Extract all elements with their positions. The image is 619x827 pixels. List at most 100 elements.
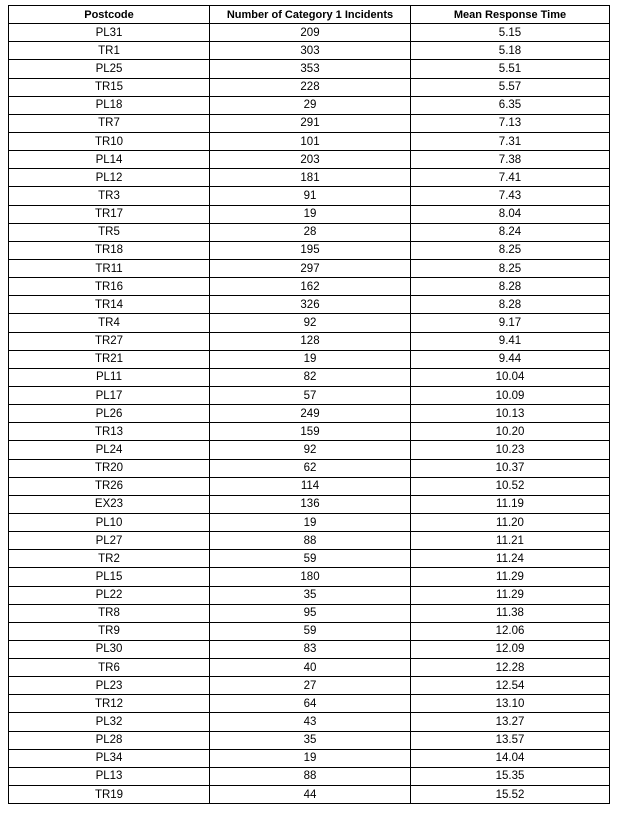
cell-mean-response-time: 6.35 (410, 95, 610, 115)
header-row: Postcode Number of Category 1 Incidents … (8, 4, 610, 25)
table-row: TR9 59 12.06 (8, 621, 610, 641)
cell-incidents: 195 (209, 240, 411, 260)
cell-postcode: PL22 (8, 585, 210, 605)
cell-incidents: 209 (209, 23, 411, 43)
cell-postcode: TR21 (8, 349, 210, 369)
cell-postcode: TR2 (8, 549, 210, 569)
cell-mean-response-time: 5.18 (410, 41, 610, 61)
cell-postcode: PL23 (8, 676, 210, 696)
cell-mean-response-time: 13.10 (410, 694, 610, 714)
cell-postcode: PL30 (8, 639, 210, 660)
table-row: PL12 181 7.41 (8, 168, 610, 188)
cell-postcode: TR4 (8, 313, 210, 333)
cell-incidents: 181 (209, 168, 411, 188)
cell-mean-response-time: 8.28 (410, 277, 610, 297)
cell-postcode: PL32 (8, 712, 210, 732)
cell-incidents: 88 (209, 531, 411, 551)
cell-incidents: 19 (209, 748, 411, 768)
cell-mean-response-time: 10.37 (410, 458, 610, 478)
cell-postcode: PL25 (8, 59, 210, 79)
cell-incidents: 44 (209, 785, 411, 805)
table-row: PL13 88 15.35 (8, 766, 610, 787)
cell-mean-response-time: 9.44 (410, 349, 610, 369)
cell-postcode: PL24 (8, 440, 210, 460)
cell-incidents: 203 (209, 150, 411, 170)
cell-mean-response-time: 10.09 (410, 385, 610, 406)
table-row: PL17 57 10.09 (8, 385, 610, 406)
cell-postcode: PL13 (8, 766, 210, 787)
header-postcode: Postcode (8, 4, 210, 25)
cell-mean-response-time: 12.06 (410, 621, 610, 641)
cell-mean-response-time: 7.41 (410, 168, 610, 188)
table-row: TR5 28 8.24 (8, 222, 610, 242)
cell-postcode: TR19 (8, 785, 210, 805)
cell-mean-response-time: 8.24 (410, 222, 610, 242)
cell-incidents: 92 (209, 440, 411, 460)
header-incidents: Number of Category 1 Incidents (209, 4, 411, 25)
cell-incidents: 297 (209, 258, 411, 279)
cell-mean-response-time: 14.04 (410, 748, 610, 768)
table-row: PL18 29 6.35 (8, 95, 610, 115)
table-row: TR13 159 10.20 (8, 422, 610, 442)
cell-mean-response-time: 8.28 (410, 295, 610, 315)
cell-mean-response-time: 8.04 (410, 204, 610, 224)
table-row: TR8 95 11.38 (8, 603, 610, 623)
cell-incidents: 82 (209, 367, 411, 387)
table-row: TR26 114 10.52 (8, 476, 610, 496)
table-row: PL32 43 13.27 (8, 712, 610, 732)
cell-mean-response-time: 15.35 (410, 766, 610, 787)
cell-mean-response-time: 9.17 (410, 313, 610, 333)
table-row: PL31 209 5.15 (8, 23, 610, 43)
cell-postcode: PL18 (8, 95, 210, 115)
cell-incidents: 29 (209, 95, 411, 115)
cell-incidents: 180 (209, 567, 411, 587)
header-mean-response-time: Mean Response Time (410, 4, 610, 25)
cell-postcode: TR7 (8, 113, 210, 133)
cell-incidents: 303 (209, 41, 411, 61)
cell-mean-response-time: 9.41 (410, 331, 610, 351)
cell-postcode: TR1 (8, 41, 210, 61)
cell-postcode: TR10 (8, 131, 210, 152)
cell-mean-response-time: 10.52 (410, 476, 610, 496)
cell-incidents: 40 (209, 658, 411, 678)
cell-mean-response-time: 7.13 (410, 113, 610, 133)
table-row: PL11 82 10.04 (8, 367, 610, 387)
cell-postcode: TR3 (8, 186, 210, 206)
cell-mean-response-time: 11.21 (410, 531, 610, 551)
table-row: PL14 203 7.38 (8, 150, 610, 170)
table-row: TR27 128 9.41 (8, 331, 610, 351)
cell-postcode: TR16 (8, 277, 210, 297)
table-row: PL25 353 5.51 (8, 59, 610, 79)
cell-incidents: 19 (209, 512, 411, 533)
cell-mean-response-time: 10.23 (410, 440, 610, 460)
table-row: TR10 101 7.31 (8, 131, 610, 152)
cell-mean-response-time: 10.04 (410, 367, 610, 387)
cell-incidents: 291 (209, 113, 411, 133)
cell-mean-response-time: 7.31 (410, 131, 610, 152)
cell-postcode: EX23 (8, 494, 210, 514)
cell-incidents: 59 (209, 621, 411, 641)
cell-incidents: 326 (209, 295, 411, 315)
table-row: TR21 19 9.44 (8, 349, 610, 369)
table-row: TR3 91 7.43 (8, 186, 610, 206)
cell-mean-response-time: 11.29 (410, 567, 610, 587)
cell-mean-response-time: 12.09 (410, 639, 610, 660)
cell-postcode: TR8 (8, 603, 210, 623)
cell-incidents: 59 (209, 549, 411, 569)
cell-incidents: 101 (209, 131, 411, 152)
table-row: PL34 19 14.04 (8, 748, 610, 768)
cell-postcode: PL27 (8, 531, 210, 551)
cell-mean-response-time: 7.43 (410, 186, 610, 206)
cell-incidents: 128 (209, 331, 411, 351)
cell-incidents: 64 (209, 694, 411, 714)
table-row: EX23 136 11.19 (8, 494, 610, 514)
cell-postcode: TR18 (8, 240, 210, 260)
cell-mean-response-time: 12.28 (410, 658, 610, 678)
cell-incidents: 19 (209, 349, 411, 369)
cell-incidents: 92 (209, 313, 411, 333)
cell-incidents: 62 (209, 458, 411, 478)
cell-mean-response-time: 5.15 (410, 23, 610, 43)
cell-mean-response-time: 11.20 (410, 512, 610, 533)
cell-mean-response-time: 10.13 (410, 404, 610, 424)
response-time-table: Postcode Number of Category 1 Incidents … (8, 4, 610, 805)
